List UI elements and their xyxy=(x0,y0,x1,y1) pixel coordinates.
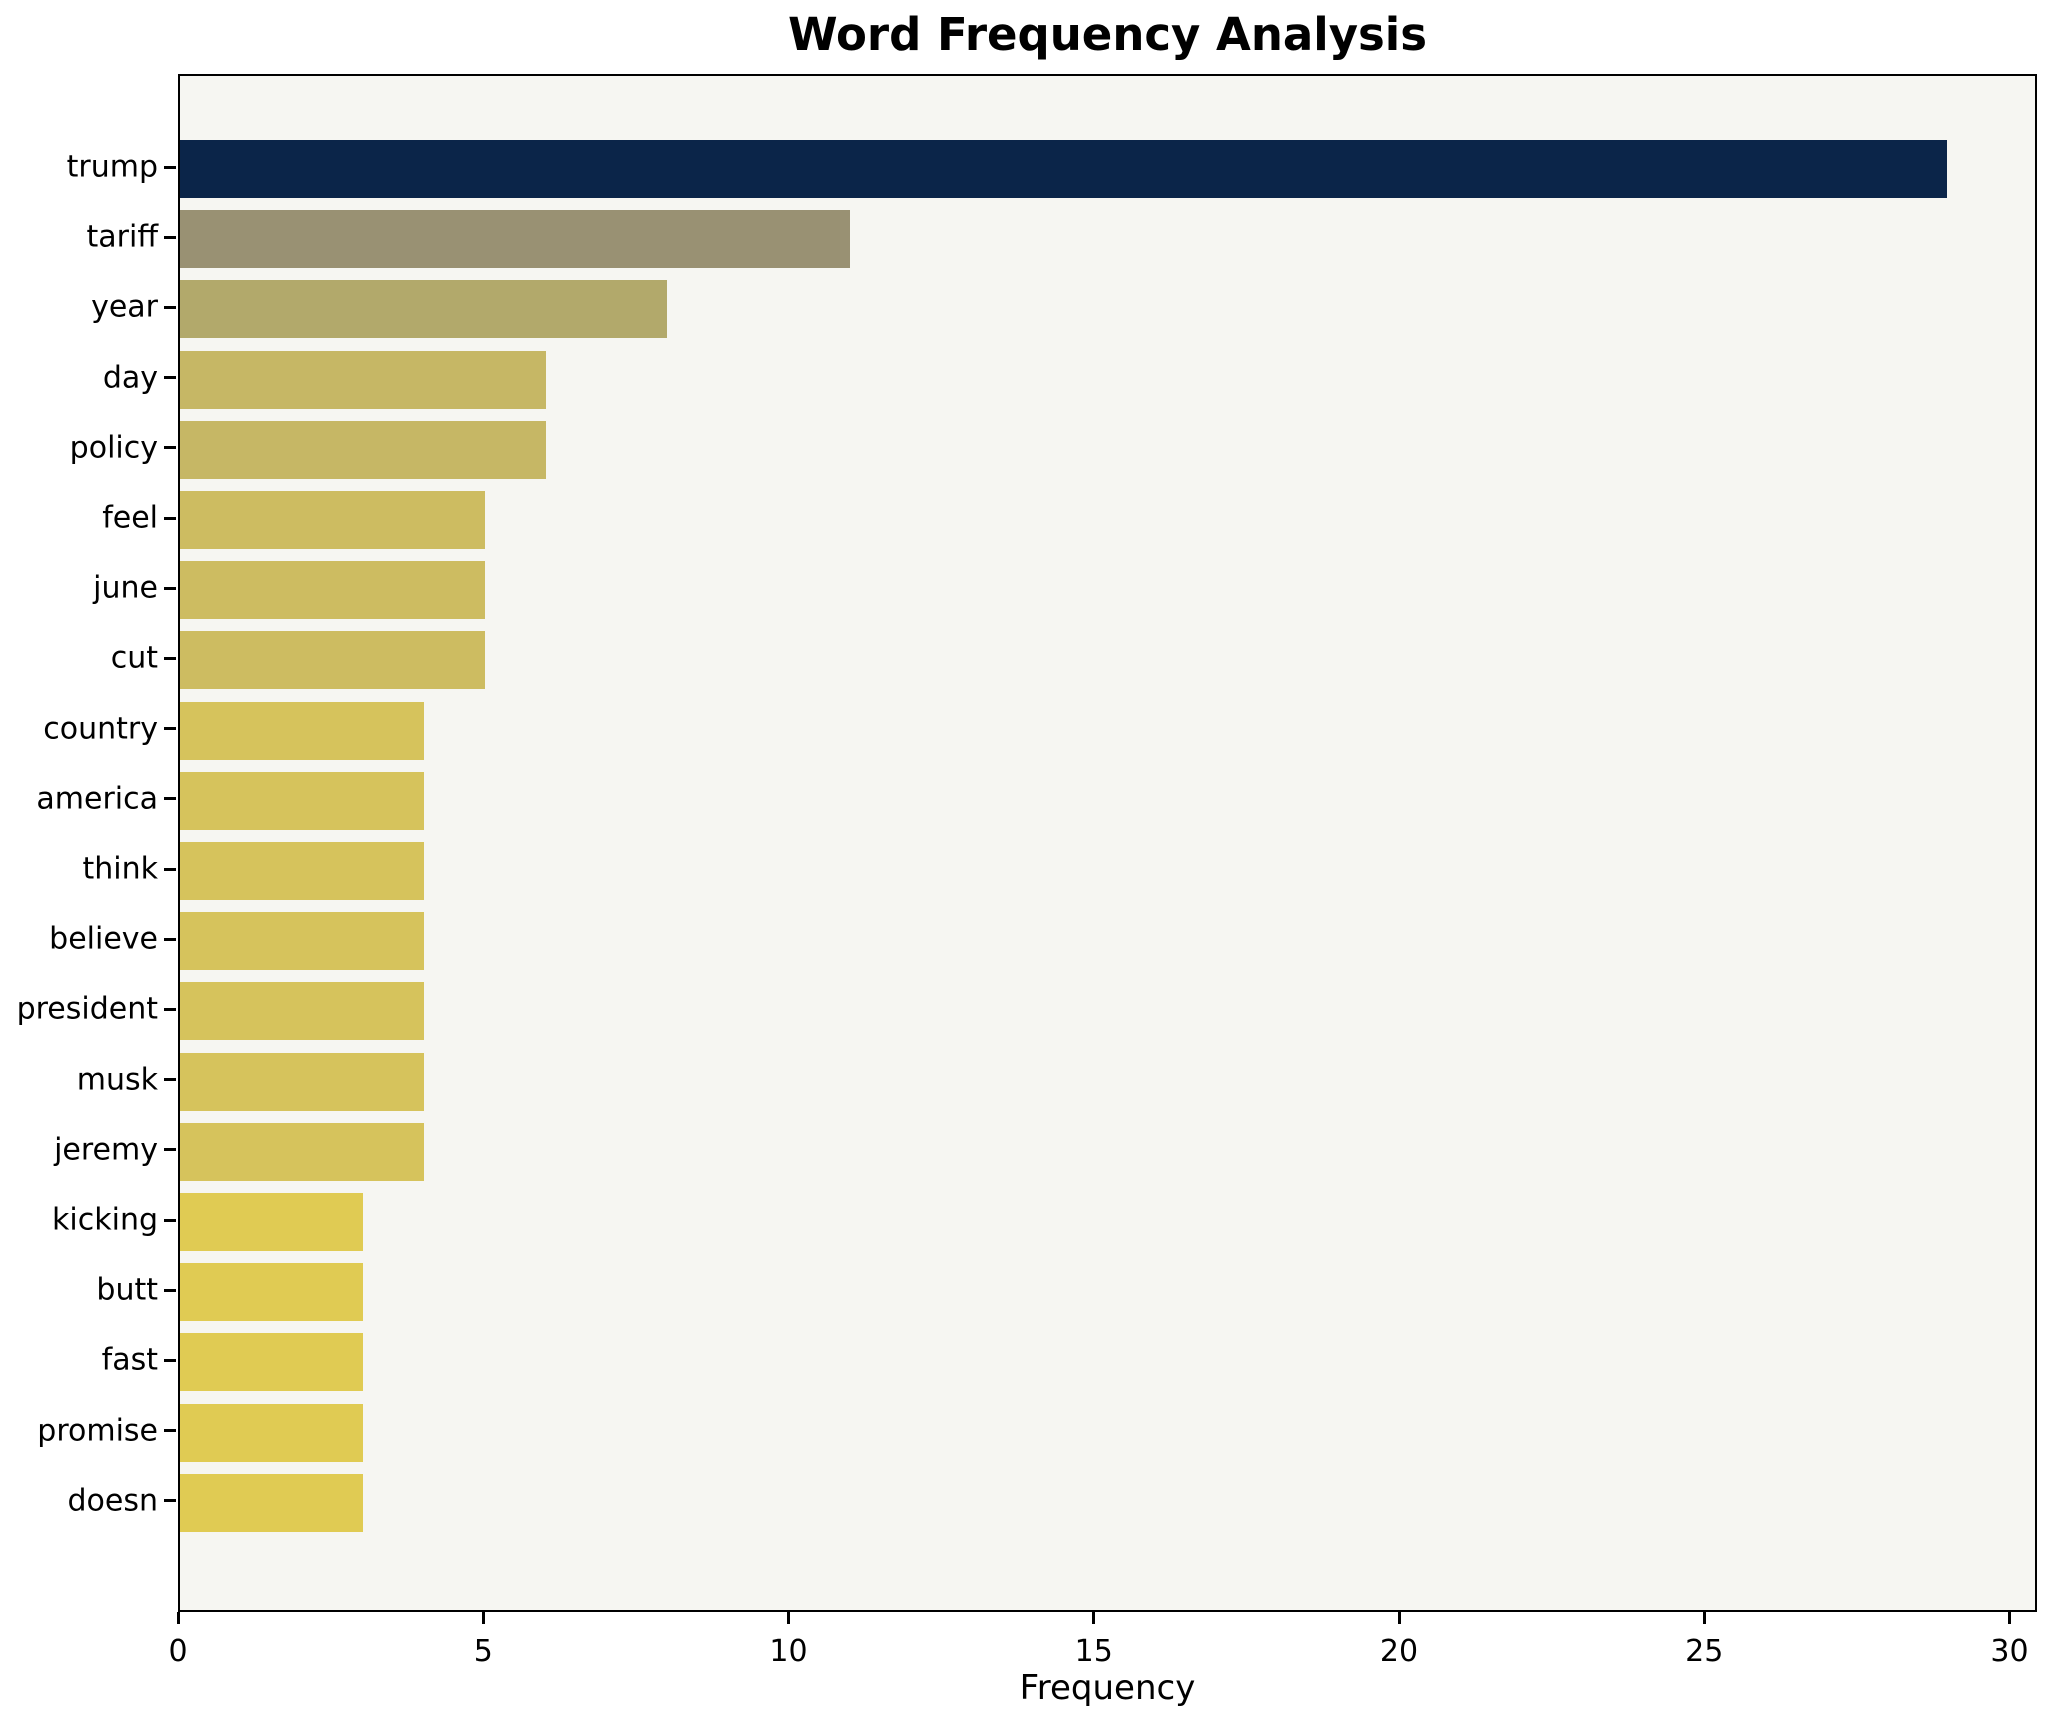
x-tick-mark xyxy=(176,1612,180,1624)
bar-trump xyxy=(180,140,1947,198)
x-tick-label-10: 10 xyxy=(769,1634,808,1669)
bar-feel xyxy=(180,491,485,549)
y-tick-mark xyxy=(164,1078,176,1082)
y-tick-mark xyxy=(164,797,176,801)
y-tick-label-policy: policy xyxy=(69,430,158,466)
y-tick-label-feel: feel xyxy=(102,500,158,536)
y-tick-mark xyxy=(164,937,176,941)
y-tick-label-trump: trump xyxy=(66,149,158,185)
y-tick-label-believe: believe xyxy=(49,921,158,957)
y-tick-mark xyxy=(164,1499,176,1503)
y-tick-label-butt: butt xyxy=(96,1272,158,1308)
y-tick-label-think: think xyxy=(82,851,159,887)
y-tick-label-president: president xyxy=(16,991,158,1027)
chart-title: Word Frequency Analysis xyxy=(787,8,1428,61)
plot-area xyxy=(178,74,2037,1612)
y-tick-mark xyxy=(164,165,176,169)
y-tick-label-doesn: doesn xyxy=(67,1483,159,1519)
y-tick-label-june: june xyxy=(93,570,158,606)
bar-doesn xyxy=(180,1473,363,1532)
y-tick-label-country: country xyxy=(43,711,158,747)
bar-kicking xyxy=(180,1193,363,1251)
y-tick-label-cut: cut xyxy=(110,640,158,676)
bar-musk xyxy=(180,1052,424,1111)
bar-policy xyxy=(180,420,546,479)
y-tick-mark xyxy=(164,1218,176,1222)
bar-day xyxy=(180,350,546,409)
y-tick-label-promise: promise xyxy=(37,1413,158,1449)
bar-butt xyxy=(180,1263,363,1322)
y-tick-label-musk: musk xyxy=(76,1062,158,1098)
y-tick-mark xyxy=(164,727,176,731)
y-tick-label-tariff: tariff xyxy=(86,219,158,255)
y-tick-mark xyxy=(164,1148,176,1152)
x-tick-mark xyxy=(1397,1612,1401,1624)
x-tick-label-0: 0 xyxy=(168,1634,188,1669)
x-tick-label-15: 15 xyxy=(1074,1634,1113,1669)
bar-promise xyxy=(180,1403,363,1462)
y-tick-mark xyxy=(164,656,176,660)
y-tick-mark xyxy=(164,867,176,871)
bar-year xyxy=(180,280,668,339)
y-tick-mark xyxy=(164,1007,176,1011)
x-tick-label-5: 5 xyxy=(473,1634,493,1669)
x-tick-mark xyxy=(787,1612,790,1624)
bar-america xyxy=(180,771,424,830)
y-tick-mark xyxy=(164,1288,176,1292)
bar-fast xyxy=(180,1333,363,1392)
y-tick-mark xyxy=(164,516,176,520)
bar-president xyxy=(180,982,424,1041)
x-tick-mark xyxy=(481,1612,485,1624)
bar-cut xyxy=(180,631,485,690)
y-tick-label-jeremy: jeremy xyxy=(54,1132,158,1168)
bar-country xyxy=(180,701,424,760)
x-axis-label: Frequency xyxy=(1019,1668,1196,1708)
x-tick-mark xyxy=(1092,1612,1096,1624)
bar-jeremy xyxy=(180,1122,424,1181)
x-tick-label-30: 30 xyxy=(1990,1634,2029,1669)
bar-think xyxy=(180,842,424,900)
y-tick-mark xyxy=(164,1429,176,1433)
y-tick-mark xyxy=(164,446,176,450)
y-tick-mark xyxy=(164,586,176,590)
x-tick-label-20: 20 xyxy=(1379,1634,1419,1669)
bar-believe xyxy=(180,912,424,971)
y-tick-label-fast: fast xyxy=(101,1342,158,1378)
x-tick-mark xyxy=(1702,1612,1706,1624)
y-tick-mark xyxy=(164,376,176,380)
y-tick-mark xyxy=(164,305,176,309)
y-tick-label-year: year xyxy=(91,289,158,325)
bar-tariff xyxy=(180,210,851,269)
y-tick-label-day: day xyxy=(102,360,158,396)
x-tick-label-25: 25 xyxy=(1685,1634,1724,1669)
y-tick-mark xyxy=(164,235,176,239)
bar-june xyxy=(180,561,485,620)
x-tick-mark xyxy=(2008,1612,2012,1624)
y-tick-mark xyxy=(164,1358,176,1362)
y-tick-label-america: america xyxy=(36,781,158,817)
y-tick-label-kicking: kicking xyxy=(52,1202,158,1238)
